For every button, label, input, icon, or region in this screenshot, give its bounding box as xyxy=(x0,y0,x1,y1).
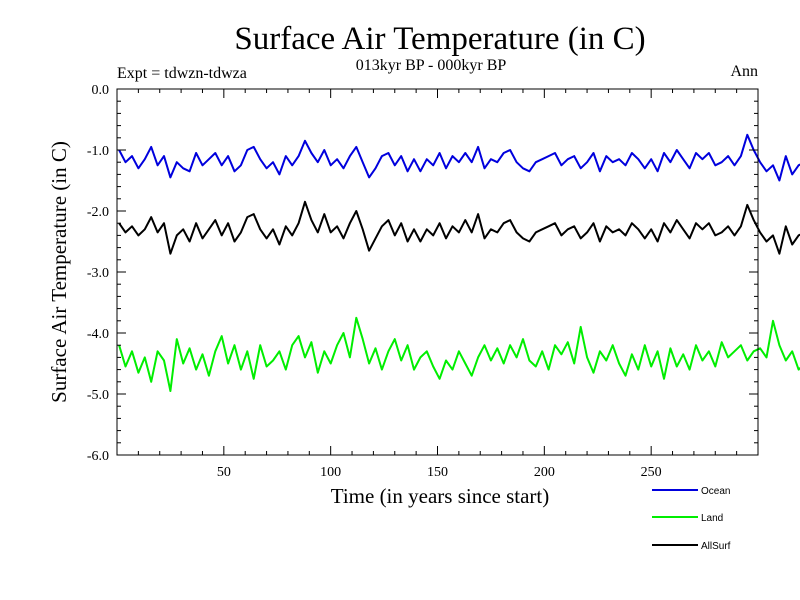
y-axis-label: Surface Air Temperature (in C) xyxy=(47,141,71,403)
y-axis: 0.0 -1.0 -2.0 -3.0 -4.0 -5.0 -6.0 xyxy=(87,83,758,464)
y-tick-label: 0.0 xyxy=(92,83,110,98)
legend: Ocean Land AllSurf xyxy=(652,486,731,552)
chart-subtitle: 013kyr BP - 000kyr BP xyxy=(356,57,507,74)
x-axis: 50 100 150 200 250 xyxy=(137,89,759,480)
legend-label-allsurf: AllSurf xyxy=(701,541,731,552)
legend-label-ocean: Ocean xyxy=(701,486,730,497)
legend-label-land: Land xyxy=(701,513,723,524)
y-tick-label: -5.0 xyxy=(87,388,109,403)
y-tick-label: -3.0 xyxy=(87,266,109,281)
experiment-label: Expt = tdwzn-tdwza xyxy=(117,65,247,82)
series-line-ocean xyxy=(118,133,800,182)
x-tick-label: 50 xyxy=(217,465,231,480)
y-tick-label: -6.0 xyxy=(87,449,109,464)
x-tick-label: 100 xyxy=(320,465,341,480)
period-label: Ann xyxy=(730,63,758,80)
x-tick-label: 200 xyxy=(534,465,555,480)
x-tick-label: 250 xyxy=(641,465,662,480)
series-line-land xyxy=(118,316,800,392)
plot-lines xyxy=(118,133,800,392)
plot-frame xyxy=(116,88,759,456)
x-axis-label: Time (in years since start) xyxy=(331,484,550,508)
chart-title: Surface Air Temperature (in C) xyxy=(234,21,645,57)
y-tick-label: -1.0 xyxy=(87,144,109,159)
y-tick-label: -2.0 xyxy=(87,205,109,220)
x-tick-label: 150 xyxy=(427,465,448,480)
y-tick-label: -4.0 xyxy=(87,327,109,342)
series-line-allsurf xyxy=(118,200,800,255)
